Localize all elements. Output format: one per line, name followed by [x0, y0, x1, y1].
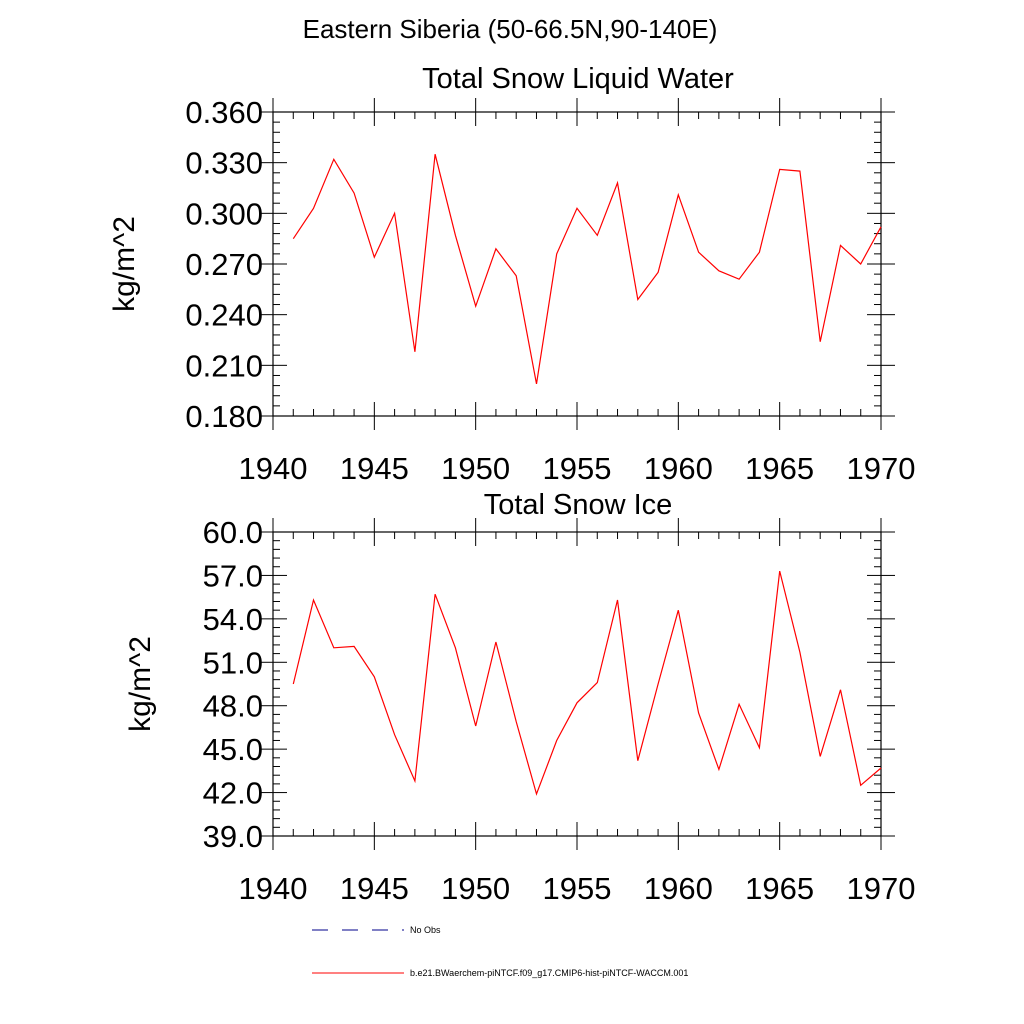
legend: No Obs b.e21.BWaerchem-piNTCF.f09_g17.CMI…	[312, 925, 688, 978]
y-tick-label: 42.0	[203, 776, 263, 811]
x-tick-label: 1970	[847, 871, 916, 906]
panel-snow-ice: Total Snow Ice kg/m^2 1940 1945 1950 1955 1960…	[124, 489, 915, 906]
y-tick-label: 45.0	[203, 732, 263, 767]
x-tick-label: 1955	[543, 871, 612, 906]
legend-label: b.e21.BWaerchem-piNTCF.f09_g17.CMIP6-his…	[410, 968, 688, 978]
y-tick-label: 0.330	[185, 146, 263, 181]
panel-snow-liquid-water: Total Snow Liquid Water kg/m^2 1940 1945 195…	[108, 63, 915, 486]
legend-label: No Obs	[410, 925, 441, 935]
x-tick-label: 1970	[847, 451, 916, 486]
x-tick-label: 1965	[745, 451, 814, 486]
panel-title: Total Snow Ice	[484, 489, 673, 521]
x-tick-label: 1955	[543, 451, 612, 486]
y-tick-label: 57.0	[203, 558, 263, 593]
y-tick-label: 48.0	[203, 689, 263, 724]
y-tick-label: 60.0	[203, 515, 263, 550]
y-tick-label: 0.300	[185, 196, 263, 231]
data-series-line	[292, 570, 882, 796]
x-tick-label: 1945	[340, 451, 409, 486]
x-tick-label: 1965	[745, 871, 814, 906]
y-tick-label: 39.0	[203, 819, 263, 854]
y-tick-label: 0.180	[185, 399, 263, 434]
x-tick-label: 1950	[441, 871, 510, 906]
y-tick-label: 0.270	[185, 247, 263, 282]
panel-title: Total Snow Liquid Water	[422, 63, 734, 95]
plot-frame	[272, 531, 882, 837]
x-tick-label: 1960	[644, 871, 713, 906]
plot-frame	[272, 111, 882, 417]
y-tick-label: 51.0	[203, 645, 263, 680]
y-axis-label: kg/m^2	[124, 636, 157, 732]
y-axis-label: kg/m^2	[108, 216, 141, 312]
x-tick-label: 1940	[239, 871, 308, 906]
y-tick-label: 54.0	[203, 602, 263, 637]
figure-title: Eastern Siberia (50-66.5N,90-140E)	[302, 14, 718, 44]
x-tick-label: 1960	[644, 451, 713, 486]
y-tick-label: 0.240	[185, 298, 263, 333]
x-tick-label: 1940	[239, 451, 308, 486]
x-tick-label: 1945	[340, 871, 409, 906]
y-tick-label: 0.210	[185, 348, 263, 383]
data-series-line	[292, 154, 882, 385]
x-tick-label: 1950	[441, 451, 510, 486]
y-tick-label: 0.360	[185, 95, 263, 130]
